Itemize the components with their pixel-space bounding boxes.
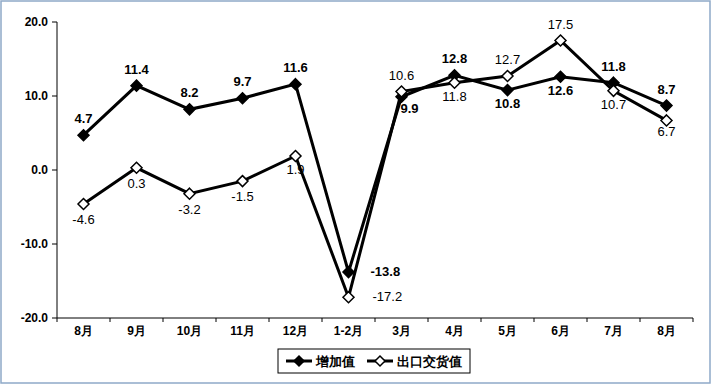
marker xyxy=(184,104,195,115)
data-labels: 4.7 11.4 8.2 9.7 11.6 -13.8 9.9 12.8 10.8 12.6 11.… xyxy=(72,17,675,305)
x-tick xyxy=(375,318,376,322)
data-label: -1.5 xyxy=(231,189,253,204)
data-label: 11.8 xyxy=(442,89,466,104)
x-tick-label: 11月 xyxy=(230,324,255,338)
x-tick-label: 6月 xyxy=(551,324,570,338)
data-label: 17.5 xyxy=(548,17,573,32)
plot-area xyxy=(78,35,672,303)
legend-label: 出口交货值 xyxy=(397,354,462,369)
marker xyxy=(290,150,301,161)
data-label: 1.9 xyxy=(286,162,304,177)
chart: -20.0 -10.0 0.0 10.0 20.0 8月 9月 10月 11月 12月 1-2月 3月… xyxy=(0,0,711,384)
data-label: 10.8 xyxy=(495,96,520,111)
y-tick xyxy=(52,170,57,171)
marker xyxy=(78,199,89,210)
marker xyxy=(131,162,142,173)
data-label: 12.8 xyxy=(442,51,467,66)
x-tick-label: 10月 xyxy=(177,324,202,338)
legend-marker xyxy=(375,356,385,366)
data-label: 11.4 xyxy=(124,62,149,77)
x-tick-label: 5月 xyxy=(498,324,517,338)
marker xyxy=(396,86,407,97)
y-tick xyxy=(52,244,57,245)
series-line xyxy=(84,41,667,298)
x-tick-label: 1-2月 xyxy=(334,324,363,338)
y-tick-label: -20.0 xyxy=(21,311,49,325)
legend: 增加值 出口交货值 xyxy=(278,349,470,373)
x-tick xyxy=(57,318,58,322)
legend-label: 增加值 xyxy=(315,354,355,369)
y-tick xyxy=(52,318,57,319)
x-tick xyxy=(640,318,641,322)
legend-marker xyxy=(294,356,304,366)
x-tick xyxy=(534,318,535,322)
data-label: -3.2 xyxy=(178,202,200,217)
x-tick xyxy=(481,318,482,322)
frame xyxy=(1,1,710,383)
x-tick xyxy=(163,318,164,322)
x-tick xyxy=(428,318,429,322)
marker xyxy=(290,79,301,90)
series-line xyxy=(84,75,667,272)
data-label: 12.7 xyxy=(495,52,520,67)
data-label: -17.2 xyxy=(373,289,403,304)
data-label: 8.2 xyxy=(180,85,198,100)
data-label: 10.6 xyxy=(389,68,414,83)
marker xyxy=(131,80,142,91)
data-label: 10.7 xyxy=(601,97,626,112)
y-tick-label: -10.0 xyxy=(21,237,49,251)
x-tick-label: 3月 xyxy=(392,324,411,338)
marker xyxy=(237,93,248,104)
x-tick-label: 4月 xyxy=(445,324,464,338)
x-tick xyxy=(322,318,323,322)
data-label: 9.9 xyxy=(400,101,418,116)
data-label: 8.7 xyxy=(657,82,675,97)
x-tick xyxy=(587,318,588,322)
marker xyxy=(661,100,672,111)
data-label: 6.7 xyxy=(657,124,675,139)
x-tick-label: 7月 xyxy=(604,324,623,338)
marker xyxy=(449,77,460,88)
y-tick xyxy=(52,22,57,23)
marker xyxy=(78,130,89,141)
data-label: -4.6 xyxy=(72,212,94,227)
x-tick xyxy=(110,318,111,322)
marker xyxy=(502,85,513,96)
data-label: 11.8 xyxy=(601,59,626,74)
marker xyxy=(502,71,513,82)
data-label: 9.7 xyxy=(233,74,251,89)
data-label: -13.8 xyxy=(371,264,401,279)
y-tick xyxy=(52,96,57,97)
x-tick-label: 12月 xyxy=(283,324,308,338)
y-tick-label: 0.0 xyxy=(31,163,48,177)
x-tick-label: 8月 xyxy=(657,324,676,338)
marker xyxy=(555,35,566,46)
marker xyxy=(555,71,566,82)
legend-box xyxy=(278,349,470,373)
marker xyxy=(343,267,354,278)
x-tick-label: 8月 xyxy=(74,324,93,338)
data-label: 12.6 xyxy=(548,83,573,98)
marker xyxy=(237,176,248,187)
y-tick-label: 20.0 xyxy=(25,15,49,29)
x-tick xyxy=(216,318,217,322)
data-label: 0.3 xyxy=(127,176,145,191)
marker xyxy=(343,292,354,303)
y-tick-label: 10.0 xyxy=(25,89,49,103)
x-tick-label: 9月 xyxy=(127,324,146,338)
marker xyxy=(184,188,195,199)
x-tick xyxy=(269,318,270,322)
marker xyxy=(608,85,619,96)
data-label: 4.7 xyxy=(74,111,92,126)
data-label: 11.6 xyxy=(283,60,308,75)
x-tick xyxy=(693,318,694,322)
